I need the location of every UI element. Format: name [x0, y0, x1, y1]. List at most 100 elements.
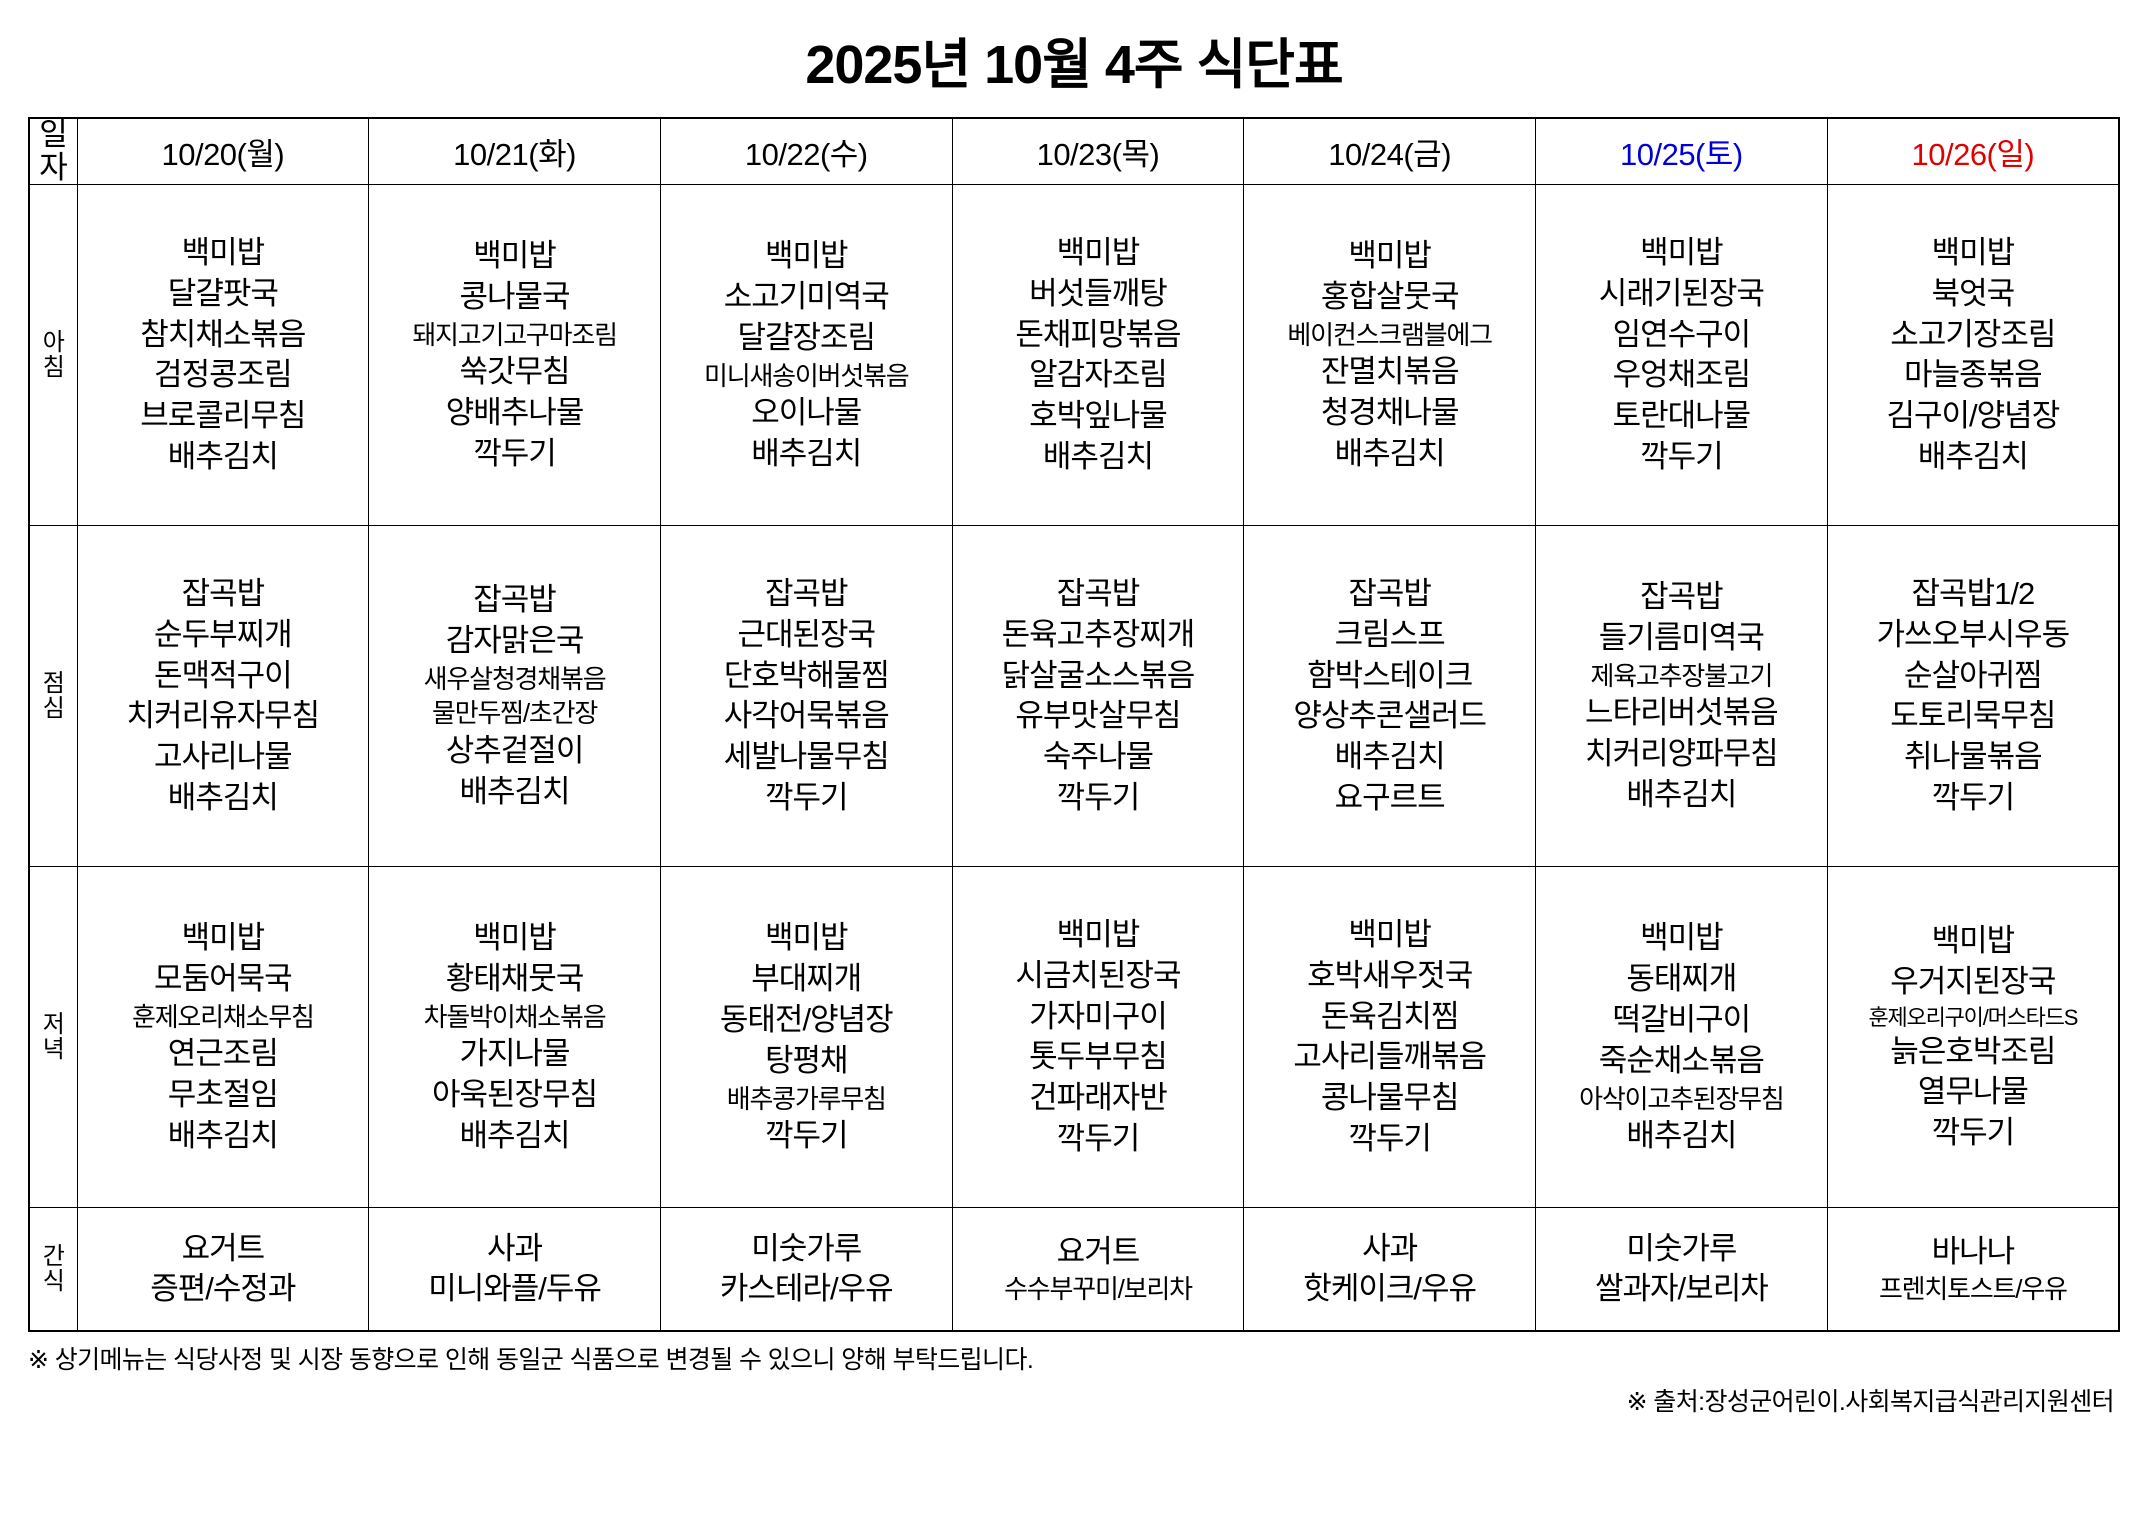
menu-item: 백미밥	[1348, 916, 1432, 952]
meal-plan-table: 일 자 10/20(월) 10/21(화) 10/22(수) 10/23(목) 10/24(…	[28, 117, 2120, 1333]
menu-item: 검정콩조림	[154, 357, 293, 393]
menu-item: 돈채피망볶음	[1015, 316, 1181, 352]
menu-item: 배추김치	[1042, 439, 1154, 475]
meal-cell: 잡곡밥 순두부찌개 돈맥적구이 치커리유자무침 고사리나물 배추김치	[76, 525, 370, 868]
meal-cell: 백미밥 버섯들깨탕 돈채피망볶음 알감자조림 호박잎나물 배추김치	[951, 184, 1245, 527]
meal-row-아침: 아 침 백미밥 달걀팟국 참치채소볶음 검정콩조림 브로콜리무침 배추김치 백미밥 콩나물국 돼지고…	[28, 184, 2120, 527]
menu-item: 백미밥	[1056, 234, 1141, 270]
menu-item: 유부맛살무침	[1015, 698, 1181, 734]
menu-item: 쌀과자/보리차	[1595, 1271, 1769, 1307]
menu-item: 깍두기	[1348, 1121, 1432, 1157]
corner-label-char: 일	[39, 117, 68, 153]
meal-cell: 사과 핫케이크/우유	[1243, 1207, 1537, 1332]
meal-cell: 미숫가루 쌀과자/보리차	[1535, 1207, 1828, 1332]
meal-cell: 백미밥 우거지된장국 훈제오리구이/머스타드S 늙은호박조림 열무나물 깍두기	[1826, 866, 2120, 1209]
menu-item: 탕평채	[764, 1042, 849, 1078]
menu-item: 깍두기	[764, 1118, 849, 1153]
menu-item: 배추콩가루무침	[726, 1083, 887, 1114]
menu-item: 마늘종볶음	[1904, 357, 2043, 393]
menu-item: 취나물볶음	[1904, 739, 2043, 775]
menu-item: 제육고추장불고기	[1590, 660, 1773, 691]
menu-item: 깍두기	[473, 436, 557, 471]
menu-item: 부대찌개	[751, 960, 862, 996]
menu-item: 크림스프	[1334, 616, 1446, 652]
menu-item: 백미밥	[764, 238, 849, 274]
menu-item: 소고기미역국	[723, 278, 890, 314]
meal-cell: 백미밥 호박새우젓국 돈육김치찜 고사리들깨볶음 콩나물무침 깍두기	[1243, 866, 1537, 1209]
menu-item: 호박새우젓국	[1307, 957, 1473, 993]
meal-row-label-char: 침	[42, 354, 65, 382]
menu-item: 가지나물	[459, 1036, 571, 1072]
menu-item: 아욱된장무침	[431, 1077, 598, 1113]
menu-item: 치커리양파무침	[1585, 736, 1779, 772]
menu-item: 쑥갓무침	[459, 354, 571, 390]
menu-item: 훈제오리채소무침	[131, 1001, 315, 1032]
menu-item: 배추김치	[1334, 739, 1446, 775]
meal-row-label-char: 간	[42, 1243, 65, 1271]
day-header-1: 10/20(월)	[76, 117, 370, 186]
day-header-6: 10/25(토)	[1535, 117, 1828, 186]
menu-item: 사각어묵볶음	[723, 698, 890, 734]
menu-item: 호박잎나물	[1029, 398, 1168, 434]
menu-item: 달걀팟국	[167, 275, 279, 311]
meal-cell: 잡곡밥 크림스프 함박스테이크 양상추콘샐러드 배추김치 요구르트	[1243, 525, 1537, 868]
menu-item: 고사리나물	[154, 739, 293, 775]
menu-item: 돈육고추장찌개	[1001, 616, 1196, 652]
meal-cell: 백미밥 황태채뭇국 차돌박이채소볶음 가지나물 아욱된장무침 배추김치	[368, 866, 661, 1209]
menu-item: 치커리유자무침	[126, 698, 321, 734]
footer: ※ 상기메뉴는 식당사정 및 시장 동향으로 인해 동일군 식품으로 변경될 수…	[28, 1342, 2120, 1432]
day-header-5: 10/24(금)	[1243, 117, 1537, 186]
menu-item: 훈제오리구이/머스타드S	[1868, 1004, 2078, 1030]
menu-item: 고사리들깨볶음	[1293, 1039, 1487, 1075]
meal-cell: 백미밥 모둠어묵국 훈제오리채소무침 연근조림 무초절임 배추김치	[76, 866, 370, 1209]
menu-item: 미숫가루	[751, 1231, 862, 1267]
menu-item: 백미밥	[1931, 234, 2016, 270]
menu-item: 우거지된장국	[1890, 963, 2056, 999]
menu-item: 요구르트	[1334, 780, 1446, 816]
menu-item: 가자미구이	[1029, 998, 1168, 1034]
menu-item: 김구이/양념장	[1886, 398, 2060, 434]
meal-row-간식: 간 식 요거트 증편/수정과 사과 미니와플/두유 미숫가루 카스테라/우유 요거트 수수부꾸미/…	[28, 1207, 2120, 1332]
menu-item: 순살아귀찜	[1904, 657, 2043, 693]
menu-item: 단호박해물찜	[723, 657, 890, 693]
meal-cell: 백미밥 시금치된장국 가자미구이 톳두부무침 건파래자반 깍두기	[951, 866, 1245, 1209]
meal-cell: 백미밥 콩나물국 돼지고기고구마조림 쑥갓무침 양배추나물 깍두기	[368, 184, 661, 527]
day-header-2: 10/21(화)	[368, 117, 661, 186]
menu-item: 배추김치	[167, 780, 279, 816]
menu-item: 들기름미역국	[1598, 619, 1765, 655]
menu-item: 깍두기	[1056, 780, 1141, 816]
day-header-4: 10/23(목)	[951, 117, 1245, 186]
menu-item: 함박스테이크	[1307, 657, 1473, 693]
meal-cell: 백미밥 달걀팟국 참치채소볶음 검정콩조림 브로콜리무침 배추김치	[76, 184, 370, 527]
meal-cell: 백미밥 홍합살뭇국 베이컨스크램블에그 잔멸치볶음 청경채나물 배추김치	[1243, 184, 1537, 527]
menu-item: 배추김치	[167, 1118, 279, 1153]
menu-item: 요거트	[1056, 1234, 1141, 1270]
menu-item: 죽순채소볶음	[1598, 1042, 1765, 1078]
menu-item: 모둠어묵국	[154, 960, 293, 996]
menu-item: 근대된장국	[737, 616, 876, 652]
menu-item: 배추김치	[1917, 439, 2029, 475]
menu-item: 소고기장조림	[1890, 316, 2056, 352]
menu-item: 순두부찌개	[154, 616, 293, 652]
menu-item: 깍두기	[1640, 439, 1724, 475]
menu-item: 요거트	[181, 1231, 266, 1267]
footer-note: ※ 상기메뉴는 식당사정 및 시장 동향으로 인해 동일군 식품으로 변경될 수…	[28, 1346, 1034, 1375]
meal-cell: 백미밥 동태찌개 떡갈비구이 죽순채소볶음 아삭이고추된장무침 배추김치	[1535, 866, 1828, 1209]
menu-item: 배추김치	[459, 1118, 571, 1153]
menu-item: 무초절임	[167, 1077, 279, 1113]
menu-item: 돈육김치찜	[1320, 998, 1460, 1034]
menu-item: 참치채소볶음	[140, 316, 306, 352]
menu-item: 잡곡밥	[764, 575, 849, 611]
menu-item: 깍두기	[764, 780, 849, 816]
menu-item: 잡곡밥	[1348, 575, 1432, 611]
menu-item: 배추김치	[1626, 777, 1737, 812]
menu-item: 잡곡밥	[1056, 575, 1141, 611]
menu-item: 수수부꾸미/보리차	[1004, 1273, 1193, 1304]
meal-cell: 잡곡밥 근대된장국 단호박해물찜 사각어묵볶음 세발나물무침 깍두기	[659, 525, 953, 868]
menu-item: 연근조림	[167, 1036, 279, 1072]
menu-item: 늙은호박조림	[1890, 1033, 2056, 1069]
menu-item: 톳두부무침	[1029, 1039, 1168, 1075]
